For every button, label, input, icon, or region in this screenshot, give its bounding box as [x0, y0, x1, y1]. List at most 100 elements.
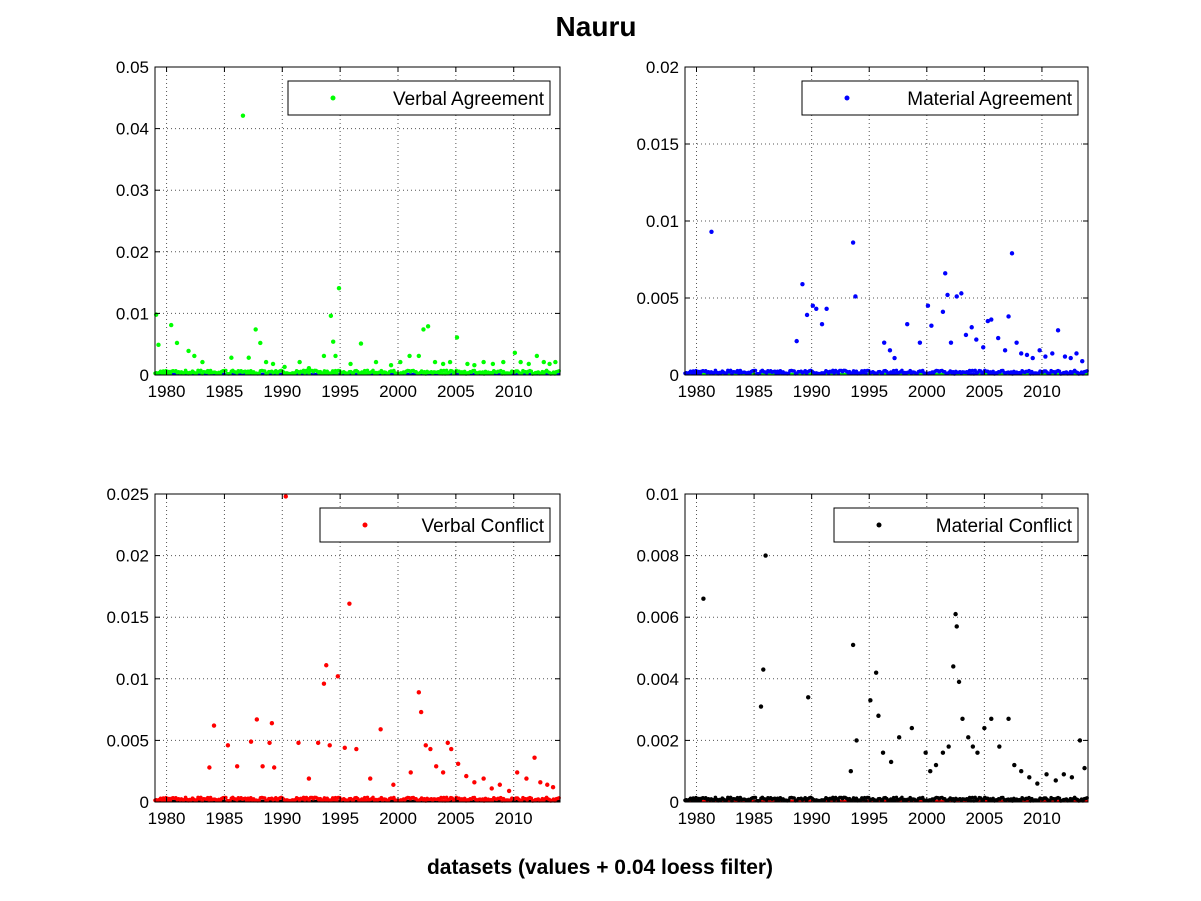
- data-point: [985, 318, 991, 324]
- plot-area: [685, 67, 1088, 375]
- data-point: [407, 353, 412, 359]
- data-point: [887, 348, 893, 353]
- data-point: [388, 362, 394, 368]
- data-point: [880, 750, 886, 755]
- data-point: [982, 725, 987, 731]
- legend-label: Material Agreement: [907, 89, 1072, 110]
- data-point-cluster: [1027, 795, 1031, 800]
- data-point: [418, 709, 424, 715]
- data-point: [432, 359, 438, 365]
- data-point: [1009, 251, 1015, 256]
- data-point: [263, 359, 269, 365]
- y-tick-label: 0.015: [636, 135, 679, 154]
- data-point: [433, 764, 439, 769]
- legend: Verbal Agreement: [287, 80, 551, 116]
- data-point: [806, 695, 811, 700]
- data-point: [970, 744, 976, 749]
- y-tick-label: 0: [140, 793, 149, 812]
- data-point: [342, 745, 347, 750]
- data-point: [534, 353, 540, 359]
- data-point-cluster: [274, 368, 278, 373]
- data-point: [1069, 775, 1075, 780]
- data-point: [440, 770, 446, 775]
- data-point-cluster: [970, 368, 975, 373]
- x-tick-label: 1990: [263, 382, 301, 401]
- data-point-cluster: [1027, 368, 1031, 373]
- data-point: [254, 717, 260, 722]
- data-point: [348, 361, 353, 367]
- y-tick-label: 0.02: [116, 547, 149, 566]
- data-point: [963, 332, 969, 338]
- x-tick-label: 1980: [148, 382, 186, 401]
- data-point: [850, 642, 856, 648]
- data-point-cluster: [498, 368, 503, 373]
- x-tick-label: 1985: [735, 809, 773, 828]
- data-point: [701, 596, 706, 601]
- data-point-cluster: [908, 795, 913, 800]
- data-point: [260, 764, 265, 769]
- data-point: [929, 323, 934, 328]
- figure-xlabel: datasets (values + 0.04 loess filter): [427, 856, 773, 879]
- y-tick-label: 0.002: [636, 731, 679, 750]
- legend: Verbal Conflict: [319, 507, 551, 543]
- data-point: [526, 361, 531, 367]
- x-tick-label: 2005: [965, 382, 1003, 401]
- data-point: [296, 740, 301, 746]
- data-point: [848, 769, 854, 774]
- x-tick-label: 1980: [678, 382, 716, 401]
- data-point-cluster: [439, 795, 443, 800]
- subplot-1: 1980 1985 1990 1995 2000 2005 2010 0 0.01 0.02 0.0…: [116, 58, 561, 401]
- y-tick-label: 0.015: [106, 608, 149, 627]
- data-point: [270, 361, 276, 367]
- data-point: [917, 340, 923, 345]
- data-point: [207, 765, 212, 770]
- data-point-cluster: [862, 368, 867, 373]
- data-point-cluster: [362, 368, 367, 373]
- subplot-grid: 1980 1985 1990 1995 2000 2005 2010 0 0.01 0.02 0.0…: [106, 58, 1089, 828]
- y-tick-label: 0.01: [116, 304, 149, 323]
- data-point: [868, 698, 873, 703]
- data-point: [324, 663, 329, 668]
- data-point-cluster: [199, 368, 203, 373]
- data-point: [553, 359, 558, 365]
- x-tick-label: 1995: [321, 809, 359, 828]
- data-point: [455, 761, 461, 767]
- data-point: [945, 292, 950, 298]
- data-point: [174, 340, 180, 346]
- data-point: [321, 353, 327, 359]
- data-point: [923, 750, 928, 755]
- data-point: [954, 624, 959, 629]
- legend-marker: [844, 95, 850, 101]
- data-point: [969, 325, 974, 330]
- data-point: [954, 294, 959, 299]
- data-point-cluster: [970, 795, 975, 800]
- legend: Material Conflict: [833, 507, 1079, 543]
- data-point: [425, 324, 431, 329]
- data-point-cluster: [728, 368, 733, 373]
- data-point: [794, 338, 799, 344]
- data-point: [1055, 328, 1061, 333]
- y-tick-label: 0.02: [646, 58, 679, 77]
- data-point: [234, 764, 240, 769]
- data-point: [1068, 355, 1073, 361]
- data-point: [758, 704, 764, 709]
- data-point: [416, 353, 422, 359]
- data-point: [933, 762, 939, 768]
- x-tick-label: 2000: [379, 809, 417, 828]
- data-point: [1002, 348, 1008, 353]
- data-point-cluster: [891, 795, 896, 800]
- data-point: [271, 765, 277, 770]
- data-point-cluster: [728, 795, 733, 800]
- data-point: [240, 113, 246, 118]
- data-point: [267, 740, 272, 746]
- data-point: [810, 303, 816, 308]
- data-point: [321, 681, 327, 686]
- x-tick-label: 2010: [495, 382, 533, 401]
- data-point-cluster: [199, 795, 203, 800]
- data-point-cluster: [1057, 796, 1062, 801]
- data-point: [853, 294, 858, 299]
- data-point-cluster: [792, 369, 796, 373]
- data-point: [1012, 762, 1017, 768]
- x-tick-label: 1995: [850, 382, 888, 401]
